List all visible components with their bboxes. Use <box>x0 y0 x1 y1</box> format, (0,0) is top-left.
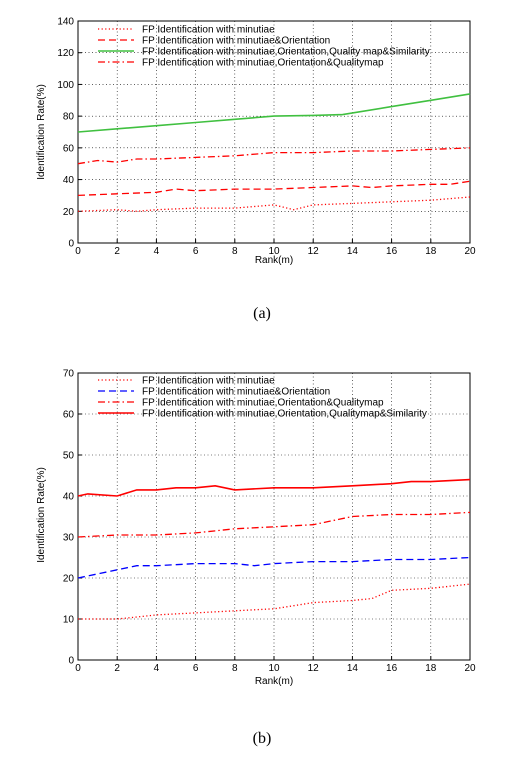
chart-a-x-tick-label-0: 0 <box>75 246 81 257</box>
chart-a-x-tick-label-10: 10 <box>268 246 280 257</box>
chart-a-series-line-4 <box>77 147 471 165</box>
chart-b-series-line-2 <box>77 556 471 579</box>
chart-a-y-tick-label-100: 100 <box>57 80 74 91</box>
chart-b-x-tick-label-16: 16 <box>386 663 398 674</box>
chart-b-x-tick-label-2: 2 <box>114 663 120 674</box>
chart-b-x-tick-label-20: 20 <box>464 663 476 674</box>
chart-b-legend-label-1: FP Identification with minutiae <box>142 376 275 387</box>
chart-a-legend-label-2: FP Identification with minutiae&Orientat… <box>142 36 330 47</box>
chart-a-y-tick-label-60: 60 <box>63 143 75 154</box>
chart-a-x-tick-label-14: 14 <box>347 246 359 257</box>
chart-b-caption: (b) <box>253 730 272 747</box>
chart-a-x-tick-label-16: 16 <box>386 246 398 257</box>
chart-b-x-tick-label-10: 10 <box>268 663 280 674</box>
chart-a-y-tick-label-80: 80 <box>63 112 75 123</box>
chart-b-x-tick-label-18: 18 <box>425 663 437 674</box>
chart-a-legend-label-1: FP Identification with minutiae <box>142 25 275 36</box>
chart-b-series-lines <box>77 478 471 620</box>
chart-a-y-tick-label-0: 0 <box>68 239 74 250</box>
chart-a-x-tick-label-12: 12 <box>308 246 320 257</box>
chart-a-x-tick-label-20: 20 <box>464 246 476 257</box>
chart-b-y-axis-label: Identification Rate(%) <box>36 467 47 563</box>
chart-a-series-line-3 <box>77 93 471 133</box>
chart-a-y-tick-label-40: 40 <box>63 175 75 186</box>
chart-b-y-ticks: 0 10 20 30 40 50 60 70 <box>63 369 82 667</box>
chart-a-y-axis-label: Identification Rate(%) <box>36 84 47 180</box>
chart-b-y-tick-label-20: 20 <box>63 574 75 585</box>
chart-a-x-tick-label-6: 6 <box>193 246 199 257</box>
chart-a-y-tick-label-140: 140 <box>57 17 74 28</box>
chart-a-caption: (a) <box>253 305 271 322</box>
chart-a-x-tick-label-2: 2 <box>114 246 120 257</box>
chart-a-legend-label-3: FP Identification with minutiae,Orientat… <box>142 47 430 58</box>
chart-b-x-ticks: 0 2 4 6 8 10 12 14 16 18 20 <box>75 656 476 674</box>
chart-b: 0 2 4 6 8 10 12 14 16 18 20 0 10 20 30 40 50 60 70 FP Ide… <box>36 369 476 748</box>
chart-b-legend-label-4: FP Identification with minutiae,Orientat… <box>142 409 427 420</box>
chart-a-x-ticks: 0 2 4 6 8 10 12 14 16 18 20 <box>75 239 476 257</box>
chart-b-y-tick-label-70: 70 <box>63 369 75 380</box>
chart-b-x-tick-label-4: 4 <box>154 663 160 674</box>
chart-b-series-line-4 <box>77 478 471 497</box>
chart-a-y-ticks: 0 20 40 60 80 100 120 140 <box>57 17 82 250</box>
chart-a-legend-label-4: FP Identification with minutiae,Orientat… <box>142 58 384 69</box>
chart-b-y-tick-label-10: 10 <box>63 615 75 626</box>
chart-b-x-axis-label: Rank(m) <box>255 676 293 687</box>
chart-b-x-tick-label-8: 8 <box>232 663 238 674</box>
chart-b-y-tick-label-50: 50 <box>63 451 75 462</box>
chart-b-x-tick-label-0: 0 <box>75 663 81 674</box>
chart-b-series-line-1 <box>78 583 471 620</box>
chart-b-x-tick-label-6: 6 <box>193 663 199 674</box>
chart-a-series-lines <box>77 93 471 212</box>
chart-b-legend-label-2: FP Identification with minutiae&Orientat… <box>142 387 330 398</box>
chart-b-series-line-3 <box>77 511 471 538</box>
chart-a-y-tick-label-120: 120 <box>57 48 74 59</box>
chart-a-series-line-1 <box>77 196 471 212</box>
chart-a-x-tick-label-4: 4 <box>154 246 160 257</box>
chart-a: 0 2 4 6 8 10 12 14 16 18 20 0 20 40 60 80 100 120 140 FP … <box>36 17 476 323</box>
chart-a-x-tick-label-18: 18 <box>425 246 437 257</box>
chart-b-x-tick-label-14: 14 <box>347 663 359 674</box>
chart-b-y-tick-label-60: 60 <box>63 410 75 421</box>
chart-b-legend-label-3: FP Identification with minutiae,Orientat… <box>142 398 384 409</box>
chart-b-y-tick-label-40: 40 <box>63 492 75 503</box>
chart-a-y-tick-label-20: 20 <box>63 207 75 218</box>
chart-b-y-tick-label-0: 0 <box>68 656 74 667</box>
chart-b-x-tick-label-12: 12 <box>308 663 320 674</box>
chart-a-x-tick-label-8: 8 <box>232 246 238 257</box>
chart-a-series-line-2 <box>77 180 471 197</box>
chart-a-x-axis-label: Rank(m) <box>255 255 293 266</box>
chart-b-y-tick-label-30: 30 <box>63 533 75 544</box>
